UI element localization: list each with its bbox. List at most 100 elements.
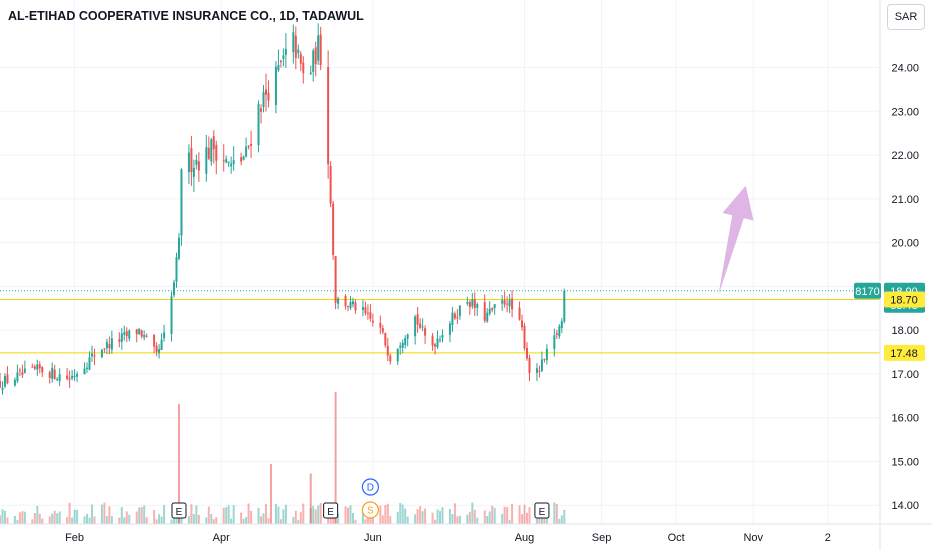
level-badge-label: 18.70 bbox=[890, 295, 918, 307]
candle-body bbox=[48, 372, 51, 378]
candle-body bbox=[337, 298, 340, 304]
volume-bar bbox=[448, 509, 451, 524]
volume-bar bbox=[501, 513, 504, 524]
volume-bar bbox=[317, 505, 320, 524]
x-tick-label: Oct bbox=[668, 532, 685, 544]
candle-body bbox=[299, 53, 302, 64]
volume-bar bbox=[33, 513, 36, 524]
candle-body bbox=[21, 372, 24, 376]
price-axis[interactable]: 14.0015.0016.0017.0018.0019.0020.0021.00… bbox=[879, 0, 919, 550]
candle-body bbox=[483, 302, 486, 321]
volume-bar bbox=[451, 513, 454, 524]
volume-bar bbox=[205, 517, 208, 524]
volume-bar bbox=[486, 515, 489, 524]
candle-body bbox=[486, 312, 489, 322]
candle-body bbox=[406, 334, 409, 339]
y-tick-label: 17.00 bbox=[891, 369, 919, 381]
volume-bar bbox=[262, 513, 265, 524]
candle-body bbox=[267, 92, 270, 101]
candle-body bbox=[508, 299, 511, 307]
volume-bar bbox=[540, 516, 543, 524]
candle-body bbox=[473, 299, 476, 309]
event-markers: E E E D S bbox=[171, 478, 550, 519]
candle-body bbox=[371, 320, 374, 323]
y-tick-label: 18.00 bbox=[891, 325, 919, 337]
volume-bar bbox=[473, 509, 476, 524]
candle-body bbox=[33, 366, 36, 369]
candle-body bbox=[329, 165, 332, 204]
volume-bar bbox=[406, 516, 409, 524]
volume-bar bbox=[232, 505, 235, 524]
level-badge bbox=[884, 344, 925, 361]
candle-body bbox=[187, 152, 190, 173]
candle-body bbox=[180, 169, 183, 236]
candle-body bbox=[140, 330, 143, 337]
candle-body bbox=[1, 387, 4, 390]
time-axis[interactable]: Feb Apr Jun Aug Sep Oct Nov 2 bbox=[0, 523, 932, 544]
candle-body bbox=[282, 55, 285, 59]
volume-bar bbox=[523, 504, 526, 524]
candle-body bbox=[389, 355, 392, 362]
candle-body bbox=[73, 375, 76, 377]
candle-body bbox=[436, 338, 439, 348]
y-tick-label: 21.00 bbox=[891, 194, 919, 206]
candle-body bbox=[100, 349, 103, 358]
volume-bar bbox=[319, 502, 322, 524]
volume-spike bbox=[334, 392, 337, 524]
volume-bar bbox=[192, 514, 195, 524]
candle-body bbox=[493, 304, 496, 309]
volume-bar bbox=[58, 511, 61, 524]
volume-bar bbox=[163, 505, 166, 524]
chart-title: AL-ETIHAD COOPERATIVE INSURANCE CO., 1D,… bbox=[8, 9, 364, 23]
split-marker-label: S bbox=[367, 506, 374, 517]
candle-body bbox=[13, 379, 16, 386]
volume-bar bbox=[56, 513, 59, 524]
candle-body bbox=[511, 298, 514, 310]
split-marker-circle bbox=[361, 501, 379, 519]
candle-body bbox=[6, 374, 9, 384]
candle-body bbox=[135, 329, 138, 335]
volume-bars bbox=[0, 392, 566, 524]
volume-bar bbox=[6, 517, 9, 524]
volume-bar bbox=[3, 510, 6, 524]
volume-bar bbox=[384, 505, 387, 524]
volume-bar bbox=[207, 506, 210, 524]
candle-body bbox=[351, 301, 354, 305]
volume-bar bbox=[493, 507, 496, 524]
candle-body bbox=[108, 344, 111, 349]
candle-body bbox=[294, 35, 297, 58]
volume-bar bbox=[120, 506, 123, 524]
volume-bar bbox=[282, 509, 285, 524]
candle-body bbox=[448, 323, 451, 335]
earnings-marker-label: E bbox=[539, 507, 546, 518]
volume-bar bbox=[277, 506, 280, 524]
level-badge bbox=[884, 291, 925, 308]
trend-arrow[interactable] bbox=[718, 185, 754, 296]
volume-bar bbox=[242, 519, 245, 524]
volume-bar bbox=[138, 507, 141, 524]
volume-bar bbox=[143, 505, 146, 524]
volume-bar bbox=[222, 507, 225, 524]
candle-body bbox=[434, 344, 437, 347]
volume-bar bbox=[312, 505, 315, 524]
candle-body bbox=[466, 302, 469, 304]
volume-bar bbox=[53, 510, 56, 524]
candle-body bbox=[215, 144, 218, 161]
volume-bar bbox=[381, 515, 384, 524]
dividend-marker-circle bbox=[361, 478, 379, 496]
volume-bar bbox=[299, 512, 302, 524]
volume-bar bbox=[456, 516, 459, 524]
candle-body bbox=[553, 335, 556, 349]
volume-bar bbox=[155, 519, 158, 524]
volume-bar bbox=[123, 517, 126, 524]
candle-body bbox=[90, 353, 93, 357]
volume-bar bbox=[257, 507, 260, 524]
candle-body bbox=[503, 300, 506, 305]
volume-bar bbox=[36, 505, 39, 524]
candle-body bbox=[419, 323, 422, 328]
candle-body bbox=[123, 332, 126, 335]
currency-button[interactable]: SAR bbox=[887, 4, 925, 30]
candle-body bbox=[538, 370, 541, 372]
